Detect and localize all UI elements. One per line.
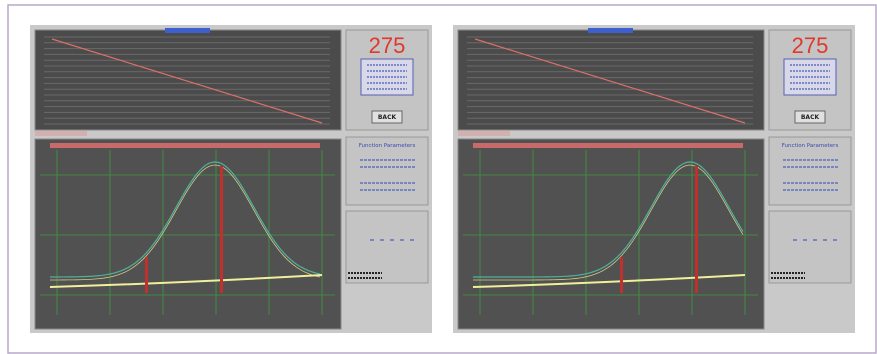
panel: 275 BACK Function Parameters	[453, 25, 855, 333]
params-title: Function Parameters	[782, 143, 839, 149]
page: 275 BACK Function Parameters 275 BACK Functio…	[0, 0, 877, 354]
marker-band	[473, 143, 743, 148]
back-label[interactable]: BACK	[378, 114, 397, 121]
spectrum-screen	[35, 139, 341, 329]
screen-tab	[165, 28, 210, 33]
cursor	[145, 257, 148, 293]
params-title: Function Parameters	[359, 143, 416, 149]
screenshot: 275 BACK Function Parameters 275 BACK Functio…	[0, 0, 877, 354]
status-strip	[458, 131, 510, 136]
panel: 275 BACK Function Parameters	[30, 25, 432, 333]
spectrum-screen	[458, 139, 764, 329]
readout: 275	[792, 33, 829, 58]
screen-tab	[588, 28, 633, 33]
marker-band	[50, 143, 320, 148]
cursor	[620, 257, 623, 293]
cursor	[695, 166, 698, 293]
back-label[interactable]: BACK	[801, 114, 820, 121]
cursor	[220, 166, 223, 293]
status-strip	[35, 131, 87, 136]
readout: 275	[369, 33, 406, 58]
